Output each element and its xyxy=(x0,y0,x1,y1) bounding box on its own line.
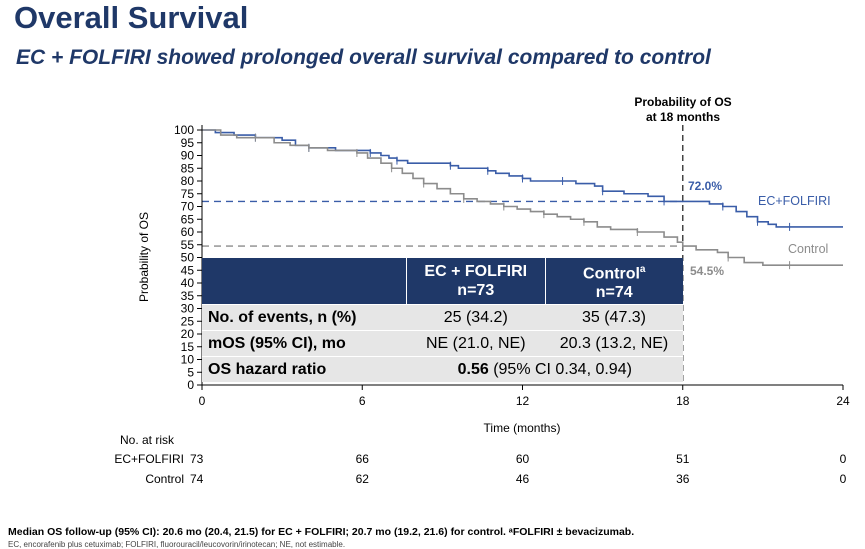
y-tick-label: 25 xyxy=(181,314,195,328)
chart-labels: Probability of OS at 18 months 72.0% 54.… xyxy=(137,95,831,435)
control-survival-curve xyxy=(202,129,843,266)
y-tick-label: 85 xyxy=(181,161,195,175)
y-tick-label: 50 xyxy=(181,251,195,265)
y-tick-label: 65 xyxy=(181,212,195,226)
row-events-control: 35 (47.3) xyxy=(545,304,683,331)
hr-ci: (95% CI 0.34, 0.94) xyxy=(493,360,632,378)
y-tick-label: 80 xyxy=(181,174,195,188)
y-tick-label: 70 xyxy=(181,200,195,214)
footnote-median-followup: Median OS follow-up (95% CI): 20.6 mo (2… xyxy=(8,526,635,538)
table-row: mOS (95% CI), mo NE (21.0, NE) 20.3 (13.… xyxy=(202,330,683,357)
y-tick-label: 40 xyxy=(181,276,195,290)
risk-value: 0 xyxy=(839,452,847,466)
row-mos-control: 20.3 (13.2, NE) xyxy=(545,330,683,357)
chart-axes: 0510152025303540455055606570758085909510… xyxy=(174,123,850,408)
y-tick-label: 90 xyxy=(181,149,195,163)
x-tick-label: 12 xyxy=(516,394,530,408)
risk-value: 66 xyxy=(355,452,369,466)
summary-header-control: Controla n=74 xyxy=(544,258,683,305)
y-tick-label: 45 xyxy=(181,263,195,277)
y-tick-label: 0 xyxy=(187,378,194,392)
control-at18-label: 54.5% xyxy=(690,264,724,278)
hr-value: 0.56 xyxy=(457,360,489,378)
risk-table-title: No. at risk xyxy=(120,433,175,447)
y-tick-label: 10 xyxy=(181,353,195,367)
y-tick-label: 5 xyxy=(187,365,194,379)
x-axis-label: Time (months) xyxy=(484,421,561,435)
control-header-n: n=74 xyxy=(595,284,633,302)
row-label-events: No. of events, n (%) xyxy=(202,304,407,331)
x-tick-label: 6 xyxy=(359,394,366,408)
y-tick-label: 35 xyxy=(181,289,195,303)
survival-curves xyxy=(202,129,843,270)
risk-value: 62 xyxy=(355,472,369,486)
risk-value: 51 xyxy=(676,452,690,466)
y-axis-label: Probability of OS xyxy=(137,212,151,302)
risk-value: 73 xyxy=(190,452,204,466)
y-tick-label: 20 xyxy=(181,327,195,341)
x-tick-label: 18 xyxy=(676,394,690,408)
row-mos-ec: NE (21.0, NE) xyxy=(406,330,545,357)
risk-value: 0 xyxy=(839,472,847,486)
summary-header-ec: EC + FOLFIRI n=73 xyxy=(406,258,545,305)
summary-header-row: EC + FOLFIRI n=73 Controla n=74 xyxy=(202,258,683,305)
table-row: No. of events, n (%) 25 (34.2) 35 (47.3) xyxy=(202,304,683,331)
y-tick-label: 75 xyxy=(181,187,195,201)
reference-lines xyxy=(202,125,684,385)
row-label-hr: OS hazard ratio xyxy=(202,356,407,382)
ec-header-name: EC + FOLFIRI xyxy=(424,263,528,280)
ec-header-n: n=73 xyxy=(457,282,495,299)
summary-header-blank xyxy=(202,258,407,305)
annotation-18mo-line2: at 18 months xyxy=(646,110,720,124)
risk-value: 46 xyxy=(515,472,530,486)
x-tick-label: 24 xyxy=(836,394,850,408)
control-header-footnote-mark: a xyxy=(639,263,646,275)
control-header-name: Control xyxy=(583,265,640,283)
ec-at18-label: 72.0% xyxy=(688,179,722,193)
y-tick-label: 30 xyxy=(181,302,195,316)
annotation-18mo-line1: Probability of OS xyxy=(634,95,731,109)
table-row: OS hazard ratio 0.56 (95% CI 0.34, 0.94) xyxy=(202,356,683,382)
footnote-abbreviations: EC, encorafenib plus cetuximab; FOLFIRI,… xyxy=(8,540,346,549)
row-events-ec: 25 (34.2) xyxy=(406,304,545,331)
control-series-label: Control xyxy=(788,242,828,256)
page-title: Overall Survival xyxy=(14,0,249,35)
risk-value: 36 xyxy=(676,472,690,486)
y-tick-label: 60 xyxy=(181,225,195,239)
y-tick-label: 15 xyxy=(181,340,195,354)
risk-value: 60 xyxy=(515,452,530,466)
x-tick-label: 0 xyxy=(199,394,206,408)
row-hr-value: 0.56 (95% CI 0.34, 0.94) xyxy=(406,356,683,382)
row-label-mos: mOS (95% CI), mo xyxy=(202,330,407,357)
page-subtitle: EC + FOLFIRI showed prolonged overall su… xyxy=(16,46,711,69)
y-tick-label: 55 xyxy=(181,238,195,252)
ec-series-label: EC+FOLFIRI xyxy=(758,194,831,208)
risk-value: 74 xyxy=(190,472,204,486)
y-tick-label: 95 xyxy=(181,136,195,150)
y-tick-label: 100 xyxy=(174,123,194,137)
risk-row-label: Control xyxy=(145,472,184,486)
risk-row-label: EC+FOLFIRI xyxy=(114,452,184,466)
summary-table: EC + FOLFIRI n=73 Controla n=74 No. of e… xyxy=(202,258,683,382)
